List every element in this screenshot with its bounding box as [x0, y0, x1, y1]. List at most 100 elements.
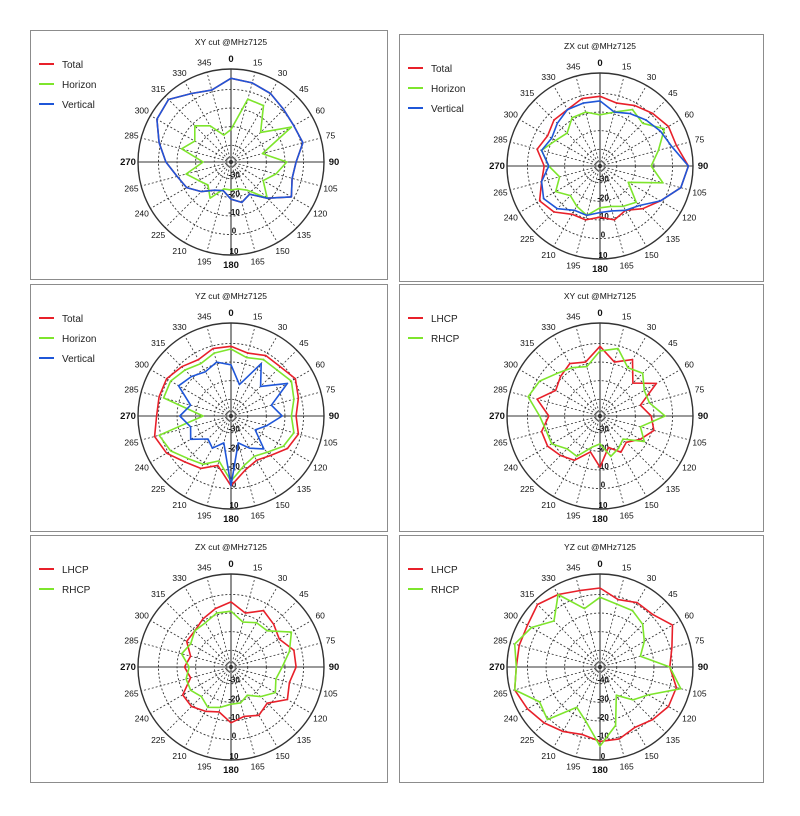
- angle-label: 265: [493, 689, 507, 699]
- angle-label: 330: [172, 573, 186, 583]
- grid-spoke: [230, 415, 256, 506]
- angle-label: 195: [197, 761, 211, 771]
- angle-label: 345: [197, 563, 211, 573]
- angle-label: 345: [197, 312, 211, 322]
- angle-label: 300: [135, 106, 149, 116]
- grid-spoke: [599, 369, 681, 417]
- grid-spoke: [230, 586, 278, 668]
- angle-label: 240: [135, 714, 149, 724]
- angle-label: 180: [592, 765, 608, 776]
- angle-label: 135: [297, 735, 311, 745]
- angle-label: 265: [124, 689, 138, 699]
- angle-label: 165: [620, 761, 634, 771]
- angle-label: 330: [541, 573, 555, 583]
- angle-label: 15: [253, 563, 263, 573]
- angle-label: 120: [313, 463, 327, 473]
- grid-spoke: [519, 119, 601, 167]
- grid-spoke: [599, 666, 667, 734]
- angle-label: 285: [493, 134, 507, 144]
- angle-label: 90: [329, 662, 340, 673]
- angle-label: 150: [275, 751, 289, 761]
- grid-spoke: [230, 415, 298, 483]
- grid-spoke: [230, 161, 321, 187]
- angle-label: 240: [504, 714, 518, 724]
- angle-label: 105: [692, 689, 706, 699]
- angle-label: 285: [124, 384, 138, 394]
- grid-spoke: [575, 326, 601, 417]
- radial-tick-label: 10: [599, 501, 608, 510]
- radial-tick-label: 0: [232, 227, 237, 236]
- angle-label: 240: [135, 463, 149, 473]
- angle-label: 330: [172, 322, 186, 332]
- grid-spoke: [599, 586, 647, 668]
- grid-spoke: [230, 326, 256, 417]
- radial-tick-label: -30: [228, 425, 240, 434]
- grid-spoke: [184, 335, 232, 417]
- angle-label: 210: [172, 246, 186, 256]
- grid-spoke: [230, 161, 312, 209]
- radial-tick-label: -20: [597, 193, 609, 202]
- grid-spoke: [599, 600, 667, 668]
- radial-tick-label: 0: [232, 732, 237, 741]
- angle-label: 150: [644, 751, 658, 761]
- angle-label: 30: [278, 322, 288, 332]
- radial-tick-label: -10: [597, 212, 609, 221]
- grid-spoke: [230, 137, 321, 163]
- angle-label: 135: [666, 735, 680, 745]
- angle-label: 180: [592, 264, 608, 275]
- grid-spoke: [599, 141, 690, 167]
- angle-label: 165: [251, 256, 265, 266]
- grid-spoke: [599, 85, 647, 167]
- grid-spoke: [206, 72, 232, 163]
- angle-label: 75: [326, 384, 336, 394]
- angle-label: 120: [682, 463, 696, 473]
- angle-label: 195: [566, 761, 580, 771]
- angle-label: 180: [592, 514, 608, 525]
- angle-label: 30: [647, 573, 657, 583]
- angle-label: 30: [278, 68, 288, 78]
- angle-label: 45: [668, 88, 678, 98]
- legend-label: RHCP: [431, 334, 460, 345]
- grid-spoke: [599, 165, 647, 247]
- legend-label: LHCP: [431, 565, 458, 576]
- angle-label: 120: [682, 213, 696, 223]
- radial-tick-label: -20: [228, 694, 240, 703]
- grid-spoke: [599, 326, 625, 417]
- grid-spoke: [206, 666, 232, 757]
- grid-spoke: [533, 99, 601, 167]
- angle-label: 75: [326, 130, 336, 140]
- radial-tick-label: 0: [601, 481, 606, 490]
- grid-spoke: [230, 369, 312, 417]
- legend-label: Vertical: [431, 104, 464, 115]
- grid-spoke: [510, 141, 601, 167]
- angle-label: 60: [684, 110, 694, 120]
- radial-tick-label: -30: [597, 694, 609, 703]
- radial-tick-label: 0: [601, 752, 606, 761]
- grid-spoke: [599, 165, 681, 213]
- grid-spoke: [599, 666, 681, 714]
- radial-tick-label: -30: [597, 175, 609, 184]
- angle-label: 60: [315, 611, 325, 621]
- radial-tick-label: -10: [597, 462, 609, 471]
- chart-title: XY cut @MHz7125: [564, 291, 637, 301]
- grid-spoke: [230, 577, 256, 668]
- grid-spoke: [164, 600, 232, 668]
- series-line-horizon: [540, 108, 666, 217]
- angle-label: 30: [278, 573, 288, 583]
- yz-cut-cp-chart-panel: YZ cut @MHz7125 0 15 30 45 60 75 90 105 120 135 150…: [399, 535, 764, 783]
- radial-tick-label: -40: [597, 676, 609, 685]
- grid-spoke: [150, 161, 232, 209]
- angle-label: 265: [124, 184, 138, 194]
- grid-spoke: [230, 335, 278, 417]
- grid-spoke: [510, 391, 601, 417]
- series-line-lhcp: [181, 601, 297, 724]
- angle-label: 0: [228, 559, 233, 570]
- grid-spoke: [599, 335, 647, 417]
- grid-spoke: [553, 335, 601, 417]
- angle-label: 135: [297, 484, 311, 494]
- angle-label: 45: [299, 84, 309, 94]
- grid-spoke: [141, 642, 232, 668]
- series-line-rhcp: [180, 610, 293, 709]
- angle-label: 225: [520, 735, 534, 745]
- angle-label: 45: [299, 338, 309, 348]
